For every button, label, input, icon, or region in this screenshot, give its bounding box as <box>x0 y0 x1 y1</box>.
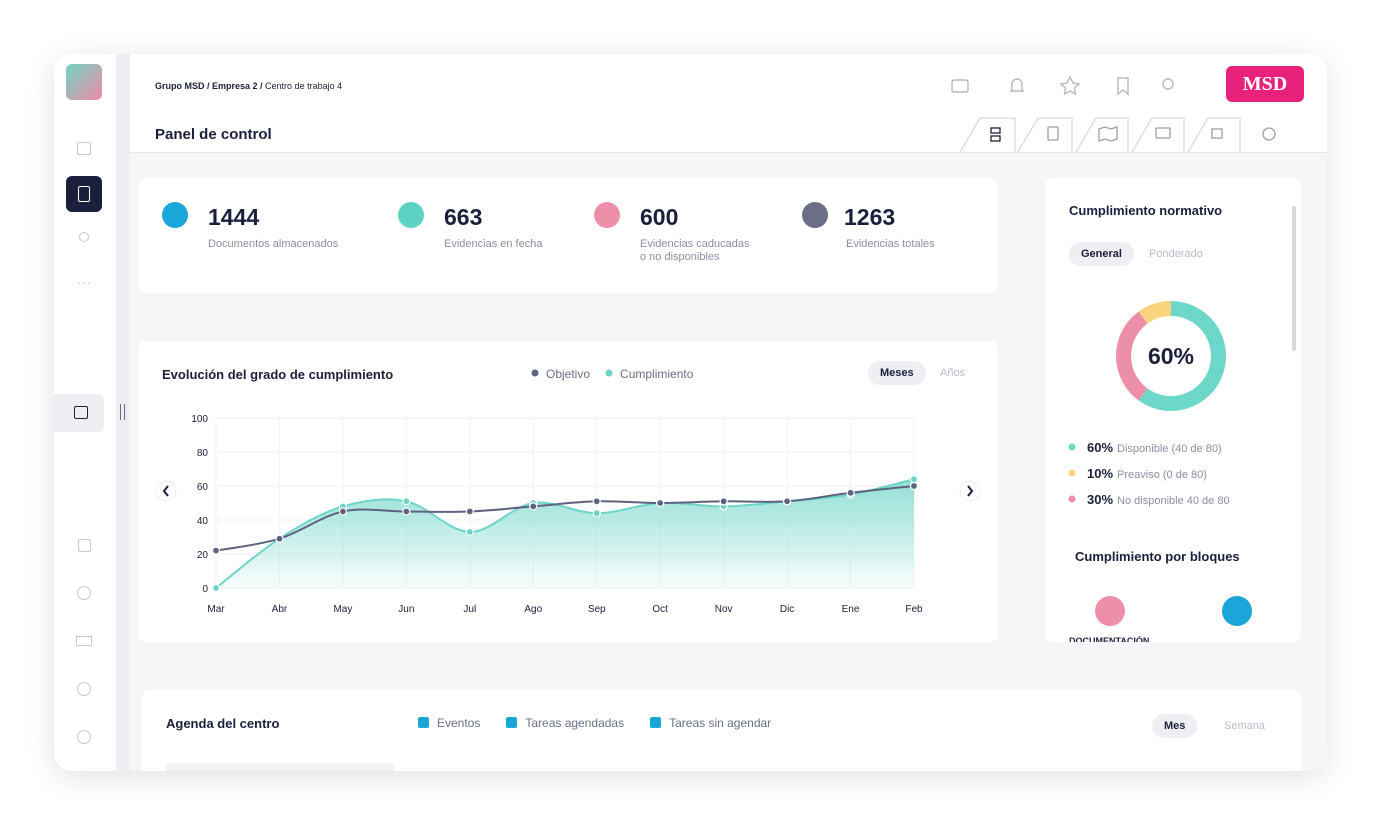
compass-icon[interactable] <box>66 576 102 612</box>
compliance-card: Cumplimiento normativo General Ponderado… <box>1045 178 1301 642</box>
breadcrumb-path: Grupo MSD / Empresa 2 / <box>155 81 263 91</box>
breadcrumb-current: Centro de trabajo 4 <box>265 81 343 91</box>
page-title: Panel de control <box>155 126 272 143</box>
bell-icon[interactable] <box>1010 78 1024 92</box>
stat-label-line: Documentos almacenados <box>208 238 339 250</box>
stat-value: 1444 <box>208 204 260 230</box>
tab-month[interactable]: Mes <box>1152 714 1198 738</box>
stat-value: 600 <box>640 204 679 230</box>
filter-label: Tareas sin agendar <box>669 716 772 730</box>
checkbox <box>650 717 662 728</box>
filter[interactable]: Eventos <box>418 716 480 730</box>
stat-icon <box>162 202 188 228</box>
evolution-card: Evolución del grado de cumplimiento Mese… <box>138 341 998 642</box>
agenda-list <box>166 763 394 771</box>
star-icon[interactable] <box>1059 75 1081 96</box>
header-icons <box>951 75 1174 96</box>
sidebar: ··· <box>54 54 116 771</box>
sidebar-gutter <box>116 54 130 771</box>
stat-label-line: Evidencias caducadas <box>640 238 750 250</box>
user-icon[interactable] <box>66 224 102 260</box>
tab-weighted[interactable]: Ponderado <box>1149 248 1203 260</box>
tab-general[interactable]: General <box>1069 242 1134 266</box>
stat-label: Evidencias caducadas o no disponibles <box>640 238 749 264</box>
search-icon[interactable] <box>1162 78 1174 90</box>
stat-label-line: Evidencias totales <box>846 238 935 250</box>
agenda-card: Agenda del centro Eventos Tareas agendada… <box>142 690 1302 771</box>
mail-icon[interactable] <box>951 79 969 93</box>
view-tab[interactable] <box>1017 117 1241 152</box>
stat-value: 663 <box>444 204 483 230</box>
tab-months[interactable]: Meses <box>868 361 926 385</box>
block-label: DOCUMENTACIÓN <box>1069 636 1150 642</box>
view-tabs <box>960 117 1276 152</box>
agenda-title: Agenda del centro <box>166 716 280 731</box>
chart-title: Evolución del grado de cumplimiento <box>162 367 394 382</box>
stat-icon <box>594 202 620 228</box>
checkbox <box>418 717 429 728</box>
block-icon[interactable] <box>1095 596 1125 626</box>
stat-label: Evidencias en fecha <box>444 238 542 251</box>
scrollbar <box>1292 206 1296 351</box>
stats-card: 1444 Documentos almacenados 663 Evidencias … <box>138 178 998 293</box>
filter[interactable]: Tareas sin agendar <box>650 716 771 730</box>
resize-handle[interactable] <box>120 404 125 420</box>
header: Grupo MSD / Empresa 2 / Centro de trabaj… <box>130 54 1327 153</box>
account-icon[interactable] <box>66 720 102 756</box>
stat-label-line: o no disponibles <box>640 251 720 263</box>
breadcrumb: Grupo MSD / Empresa 2 / Centro de trabaj… <box>155 81 342 91</box>
more-icon[interactable]: ··· <box>77 274 91 290</box>
stat-value: 1263 <box>844 204 896 230</box>
stat-icon <box>398 202 424 228</box>
archive-icon[interactable] <box>54 394 104 432</box>
help-icon[interactable] <box>66 672 102 708</box>
view-tab-active[interactable] <box>960 117 1016 152</box>
block-icon[interactable] <box>1222 596 1252 626</box>
tab-years[interactable]: Años <box>940 367 966 379</box>
report-icon[interactable] <box>66 528 102 564</box>
calendar-icon[interactable] <box>66 130 102 166</box>
stat-label: Documentos almacenados <box>208 238 338 251</box>
stat-icon <box>802 202 828 228</box>
app-frame: ··· Grupo MSD / Empresa 2 / Centro de tr… <box>54 54 1327 771</box>
tab-week[interactable]: Semana <box>1224 720 1265 732</box>
logo[interactable] <box>66 64 102 100</box>
blocks-title: Cumplimiento por bloques <box>1075 549 1240 564</box>
training-icon[interactable] <box>66 624 102 660</box>
filter-label: Eventos <box>437 716 481 730</box>
building-icon[interactable] <box>66 176 102 212</box>
brand-badge[interactable]: MSD <box>1226 66 1304 102</box>
filter-label: Tareas agendadas <box>525 716 625 730</box>
filter[interactable]: Tareas agendadas <box>506 716 624 730</box>
checkbox <box>506 717 518 728</box>
bookmark-icon[interactable] <box>1117 77 1129 96</box>
compliance-title: Cumplimiento normativo <box>1069 203 1223 218</box>
stat-label-line: Evidencias en fecha <box>444 238 543 250</box>
stat-label: Evidencias totales <box>846 238 935 251</box>
